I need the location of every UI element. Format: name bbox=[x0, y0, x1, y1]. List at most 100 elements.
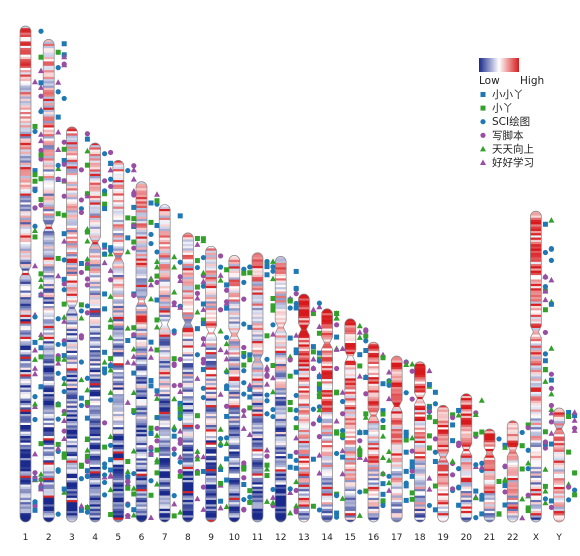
band bbox=[298, 418, 310, 422]
band bbox=[89, 248, 101, 252]
band bbox=[205, 325, 217, 329]
band bbox=[20, 215, 31, 219]
band bbox=[344, 362, 356, 366]
band bbox=[20, 257, 31, 261]
band bbox=[275, 497, 287, 501]
band bbox=[298, 326, 310, 330]
marker bbox=[432, 436, 438, 442]
band bbox=[344, 331, 356, 335]
marker bbox=[84, 303, 90, 309]
band bbox=[89, 436, 101, 439]
marker bbox=[154, 458, 160, 465]
band bbox=[20, 246, 31, 250]
band bbox=[391, 362, 403, 366]
band bbox=[20, 286, 31, 289]
chromosome-2-markers bbox=[55, 41, 68, 517]
band bbox=[159, 398, 171, 402]
band bbox=[182, 484, 194, 488]
band bbox=[321, 515, 333, 519]
band bbox=[228, 312, 240, 316]
band bbox=[89, 405, 101, 409]
band bbox=[252, 371, 263, 375]
band bbox=[66, 383, 78, 387]
band bbox=[136, 423, 147, 426]
marker bbox=[264, 453, 270, 459]
band bbox=[43, 250, 55, 254]
marker bbox=[247, 488, 253, 494]
band bbox=[530, 427, 542, 430]
band bbox=[182, 235, 194, 238]
marker bbox=[426, 367, 433, 374]
band bbox=[321, 517, 333, 521]
band bbox=[298, 500, 310, 503]
band bbox=[66, 478, 78, 481]
band bbox=[344, 345, 356, 349]
band bbox=[182, 272, 194, 276]
marker bbox=[32, 123, 38, 129]
band bbox=[368, 405, 379, 409]
band bbox=[182, 316, 194, 320]
band bbox=[553, 423, 565, 427]
band bbox=[20, 275, 31, 278]
band bbox=[66, 500, 78, 503]
band bbox=[205, 255, 217, 258]
band bbox=[136, 298, 147, 301]
band bbox=[344, 429, 356, 433]
band bbox=[391, 382, 403, 386]
band bbox=[112, 380, 124, 384]
marker bbox=[148, 231, 154, 238]
band bbox=[275, 269, 287, 273]
band bbox=[205, 394, 217, 397]
band bbox=[460, 462, 472, 466]
band bbox=[89, 145, 101, 148]
band bbox=[20, 169, 31, 173]
band bbox=[112, 228, 124, 232]
marker bbox=[363, 488, 369, 494]
band bbox=[136, 502, 147, 506]
band bbox=[112, 303, 124, 307]
band bbox=[321, 313, 333, 316]
marker bbox=[124, 248, 131, 255]
band bbox=[275, 484, 287, 488]
band bbox=[182, 314, 194, 318]
band bbox=[182, 475, 194, 479]
marker bbox=[171, 288, 178, 295]
band bbox=[205, 301, 217, 305]
band bbox=[507, 458, 519, 461]
marker bbox=[247, 499, 253, 505]
band bbox=[182, 407, 194, 411]
marker bbox=[572, 487, 578, 493]
band bbox=[275, 506, 287, 510]
band bbox=[66, 236, 78, 240]
band bbox=[368, 388, 379, 391]
marker bbox=[403, 468, 409, 474]
marker bbox=[310, 421, 316, 427]
band bbox=[414, 436, 426, 440]
chromosome-2-bands bbox=[43, 39, 55, 522]
band bbox=[66, 399, 78, 402]
band bbox=[484, 435, 495, 439]
band bbox=[182, 323, 194, 327]
marker bbox=[224, 456, 230, 462]
band bbox=[228, 407, 240, 411]
chromosome-outline bbox=[530, 210, 542, 523]
marker bbox=[55, 416, 61, 422]
band bbox=[112, 270, 124, 274]
legend-symbol bbox=[480, 159, 486, 165]
band bbox=[43, 312, 55, 316]
band bbox=[159, 330, 171, 334]
band bbox=[20, 345, 31, 349]
band bbox=[437, 451, 449, 455]
band bbox=[321, 346, 333, 349]
band bbox=[228, 464, 240, 468]
marker bbox=[171, 263, 178, 270]
band bbox=[89, 220, 101, 223]
band bbox=[20, 63, 31, 67]
band bbox=[89, 176, 101, 179]
marker bbox=[519, 429, 525, 436]
band bbox=[484, 506, 495, 510]
band bbox=[414, 517, 426, 521]
band bbox=[275, 324, 287, 328]
marker bbox=[177, 304, 184, 310]
marker bbox=[316, 350, 322, 356]
